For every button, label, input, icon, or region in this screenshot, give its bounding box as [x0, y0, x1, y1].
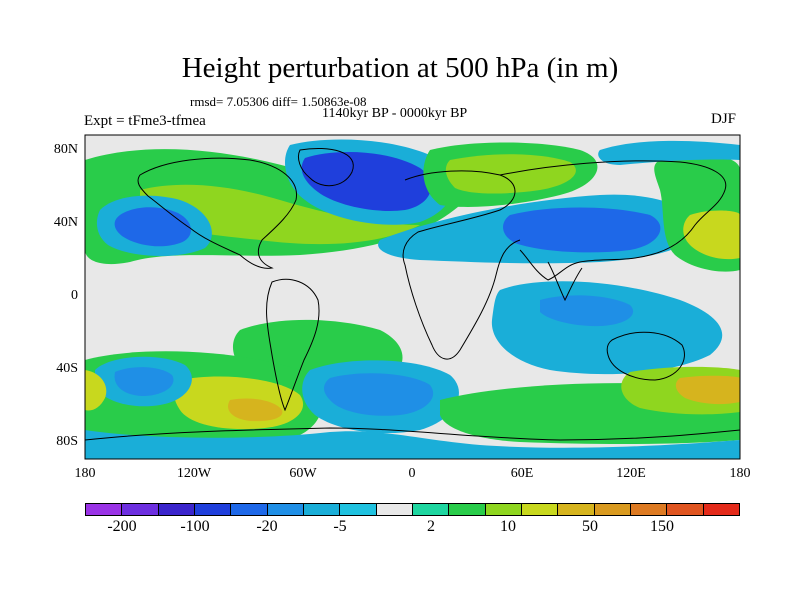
colorbar-cell-4: [231, 504, 268, 515]
colorbar: [85, 503, 740, 516]
field-blob-antarctic: [85, 430, 740, 459]
field-blob-north-atlantic-low-core: [301, 152, 432, 211]
lat-label-40n: 40N: [53, 215, 78, 230]
lat-label-40s: 40S: [56, 361, 78, 376]
field-blob-south-atlantic-low-core: [324, 373, 434, 416]
colorbar-cell-2: [158, 504, 195, 515]
period-label: 1140kyr BP - 0000kyr BP: [322, 106, 468, 121]
field-blob-southern-belt-orange: [675, 375, 740, 405]
colorbar-label-4: 2: [427, 518, 435, 535]
colorbar-cell-9: [412, 504, 450, 515]
colorbar-label-5: 10: [500, 518, 516, 535]
lon-label-180e: 180: [729, 466, 751, 481]
colorbar-cell-5: [267, 504, 304, 515]
colorbar-cell-12: [521, 504, 559, 515]
colorbar-cell-16: [667, 504, 704, 515]
lon-label-60w: 60W: [289, 466, 317, 481]
colorbar-cell-11: [485, 504, 522, 515]
lon-label-120e: 120E: [616, 466, 646, 481]
colorbar-cell-0: [86, 504, 123, 515]
lat-label-80s: 80S: [56, 434, 78, 449]
colorbar-cell-10: [449, 504, 486, 515]
chart-title: Height perturbation at 500 hPa (in m): [181, 52, 619, 84]
map-frame: [84, 134, 741, 460]
field-blob-asia-low-core: [503, 207, 661, 253]
colorbar-label-1: -100: [180, 518, 210, 535]
field-blob-indian-ocean-core: [540, 295, 634, 327]
colorbar-label-7: 150: [650, 518, 674, 535]
experiment-label: Expt = tFme3-tfmea: [84, 113, 206, 129]
colorbar-cell-8: [376, 504, 413, 515]
season-label: DJF: [711, 111, 737, 127]
lon-label-60e: 60E: [510, 466, 534, 481]
colorbar-label-3: -5: [333, 518, 347, 535]
colorbar-cell-15: [630, 504, 668, 515]
colorbar-cell-6: [303, 504, 341, 515]
colorbar-label-0: -200: [107, 518, 137, 535]
field-blob-south-pacific-low-core: [114, 367, 174, 396]
colorbar-cell-3: [194, 504, 232, 515]
field-blob-south-pacific-orange: [228, 398, 283, 422]
colorbar-label-6: 50: [582, 518, 598, 535]
field-blob-eurasia-yellow: [445, 154, 576, 194]
field-contours: [85, 139, 740, 459]
colorbar-cell-13: [558, 504, 595, 515]
colorbar-cell-1: [122, 504, 159, 515]
lon-label-0: 0: [408, 466, 416, 481]
coastlines: [85, 147, 740, 441]
lon-label-120w: 120W: [176, 466, 212, 481]
colorbar-cell-17: [703, 504, 739, 515]
colorbar-label-2: -20: [256, 518, 278, 535]
lat-label-0: 0: [71, 288, 78, 303]
lon-label-180w: 180: [74, 466, 96, 481]
colorbar-cell-7: [340, 504, 377, 515]
field-blob-arctic: [598, 140, 740, 165]
lat-label-80n: 80N: [53, 142, 78, 157]
field-blob-north-pacific-low-core: [114, 207, 192, 247]
colorbar-cell-14: [594, 504, 631, 515]
rmsd-stats: rmsd= 7.05306 diff= 1.50863e-08: [190, 94, 367, 109]
field-blob-west-edge: [85, 370, 107, 411]
